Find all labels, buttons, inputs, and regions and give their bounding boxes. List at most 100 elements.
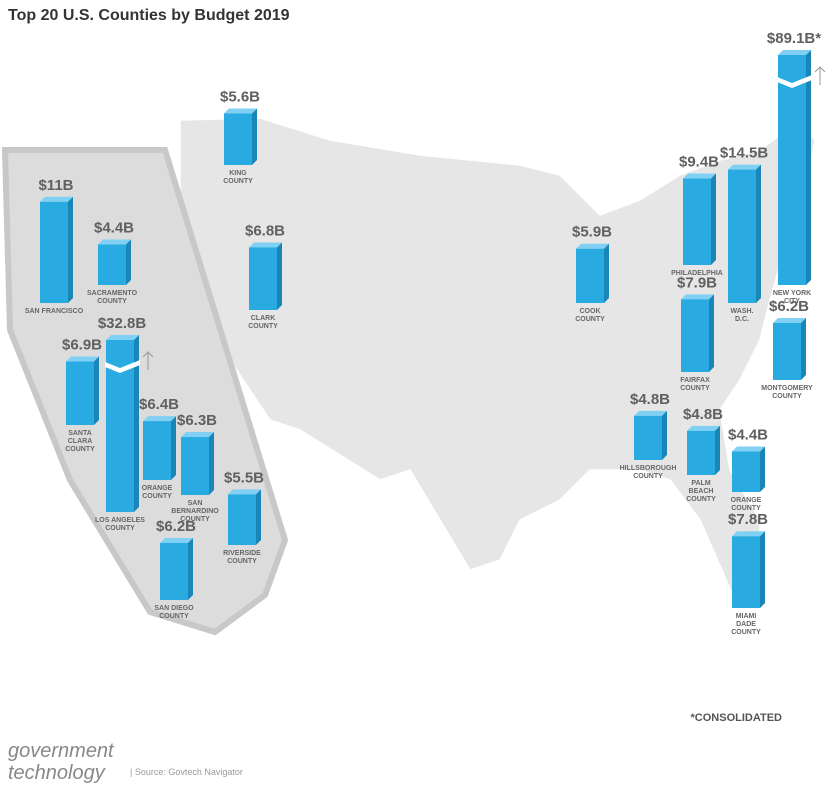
value-label: $6.8B [245, 222, 285, 239]
county-label: WASH. [731, 308, 754, 315]
county-label: CLARK [251, 315, 276, 322]
bar-top [98, 239, 131, 245]
bar-top [681, 294, 714, 300]
county-label: COUNTY [248, 323, 278, 330]
california-inset [1, 147, 289, 636]
bar-top [732, 531, 765, 537]
value-label: $9.4B [679, 154, 719, 171]
bar-side [252, 108, 257, 165]
bar [687, 430, 715, 475]
us-outline [179, 117, 816, 601]
county-label: COUNTY [731, 505, 761, 512]
value-label: $4.8B [683, 406, 723, 423]
value-label: $7.8B [728, 511, 768, 528]
bar [249, 247, 277, 310]
county-label: COUNTY [686, 496, 716, 503]
value-label: $6.3B [177, 412, 217, 429]
county-label: COUNTY [731, 629, 761, 636]
county-label: BEACH [689, 488, 714, 495]
bar [683, 178, 711, 265]
bar-top [224, 108, 257, 114]
county-label: D.C. [735, 316, 749, 323]
bar [143, 421, 171, 480]
county-label: COUNTY [65, 446, 95, 453]
bar-side [126, 239, 131, 285]
county-label: COUNTY [680, 385, 710, 392]
county-label: PALM [691, 480, 710, 487]
bar-side [662, 410, 667, 460]
value-label: $5.5B [224, 469, 264, 486]
note: *CONSOLIDATED [691, 712, 783, 724]
bar-top [634, 410, 667, 416]
bar-side [715, 425, 720, 475]
brand: technology [8, 762, 106, 784]
county-label: LOS ANGELES [95, 517, 145, 524]
value-label: $5.9B [572, 224, 612, 241]
value-label: $11B [38, 177, 73, 194]
bar-side [277, 242, 282, 310]
brand: government [8, 740, 115, 762]
bar [228, 494, 256, 545]
bar-top [732, 446, 765, 452]
map [1, 117, 816, 636]
bar-top [181, 432, 214, 438]
bar-top [683, 173, 716, 179]
bar-side [760, 446, 765, 492]
arrow-icon [814, 66, 826, 85]
bar-top [778, 50, 811, 55]
value-label: $89.1B* [767, 30, 821, 47]
county-label: SAN FRANCISCO [25, 308, 84, 315]
bar-side [711, 173, 716, 265]
bar [160, 542, 188, 600]
bar-side [171, 416, 176, 480]
value-label: $32.8B [98, 315, 147, 332]
county-label: NEW YORK [773, 290, 811, 297]
bar-top [728, 164, 761, 170]
value-label: $4.4B [728, 427, 768, 444]
bar-top [160, 537, 193, 543]
bar [778, 55, 806, 285]
county-label: BERNARDINO [171, 508, 219, 515]
bar [773, 322, 801, 380]
bar [732, 536, 760, 608]
source: | Source: Govtech Navigator [130, 767, 243, 777]
value-label: $4.8B [630, 391, 670, 408]
value-label: $5.6B [220, 88, 260, 105]
county-label: COUNTY [633, 473, 663, 480]
bar-top [143, 416, 176, 422]
county-label: SANTA [68, 430, 92, 437]
bar-side [604, 243, 609, 303]
county-label: DADE [736, 621, 756, 628]
county-label: MONTGOMERY [761, 385, 813, 392]
value-label: $14.5B [720, 145, 769, 162]
county-label: SACRAMENTO [87, 290, 138, 297]
county-label: ORANGE [142, 485, 173, 492]
value-label: $6.2B [769, 298, 809, 315]
bar-side [801, 317, 806, 380]
bar [732, 451, 760, 492]
county-label: COUNTY [142, 493, 172, 500]
bar-break [105, 360, 140, 373]
bar-top [40, 196, 73, 202]
bar-side [134, 335, 139, 512]
county-label: CITY [784, 298, 800, 305]
county-label: KING [229, 170, 247, 177]
value-label: $4.4B [94, 220, 134, 237]
county-label: COUNTY [772, 393, 802, 400]
value-label: $6.9B [62, 337, 102, 354]
bar-top [773, 317, 806, 323]
value-label: $6.4B [139, 396, 179, 413]
bar [98, 244, 126, 285]
bar [681, 299, 709, 372]
county-label: RIVERSIDE [223, 550, 261, 557]
bar-side [209, 432, 214, 495]
county-label: COUNTY [223, 178, 253, 185]
chart-title: Top 20 U.S. Counties by Budget 2019 [8, 7, 290, 24]
bar [634, 415, 662, 460]
county-label: COUNTY [97, 298, 127, 305]
county-label: COUNTY [575, 316, 605, 323]
bar-side [256, 489, 261, 545]
bar-side [188, 537, 193, 600]
bar-top [687, 425, 720, 431]
county-label: COUNTY [227, 558, 257, 565]
